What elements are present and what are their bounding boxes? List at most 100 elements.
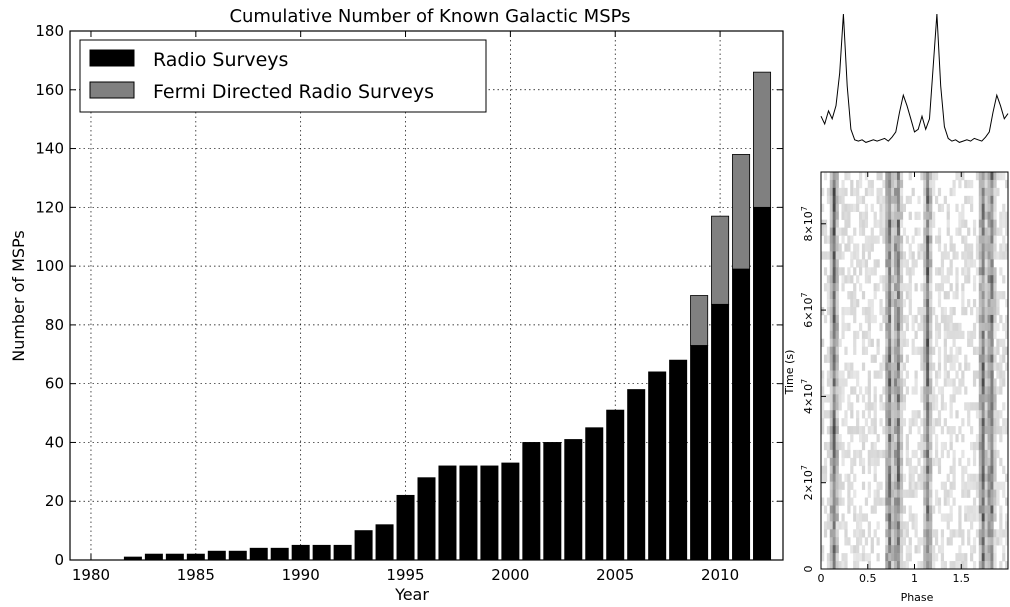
phaseogram-cell	[829, 402, 833, 411]
phaseogram-cell	[899, 545, 904, 554]
phaseogram-cell	[967, 267, 971, 276]
phaseogram-cell	[885, 434, 889, 443]
phaseogram-cell	[990, 299, 994, 308]
phaseogram-cell	[999, 513, 1003, 522]
phaseogram-cell	[987, 306, 991, 316]
phaseogram-cell	[867, 306, 871, 316]
phaseogram-cell	[999, 505, 1003, 514]
phaseogram-cell	[993, 211, 997, 220]
phaseogram-cell	[841, 386, 845, 395]
phaseogram-cell	[920, 362, 924, 371]
phaseogram-cell	[885, 481, 889, 490]
time-tick-exponent: 7	[800, 465, 809, 470]
bar-radio-surveys	[648, 371, 667, 561]
phaseogram-cell	[978, 537, 983, 546]
phaseogram-cell	[964, 489, 968, 498]
phaseogram-cell	[923, 513, 927, 522]
phaseogram-cell	[1005, 243, 1009, 252]
phaseogram-cell	[993, 410, 997, 419]
phaseogram-cell	[829, 386, 833, 395]
phaseogram-cell	[993, 513, 997, 522]
phaseogram-cell	[952, 187, 956, 197]
phaseogram-cell	[990, 481, 994, 490]
phaseogram-cell	[861, 195, 866, 205]
phaseogram-cell	[920, 473, 924, 482]
phaseogram-cell	[987, 441, 991, 451]
phaseogram-cell	[896, 386, 901, 395]
phaseogram-cell	[990, 473, 994, 482]
phaseogram-cell	[964, 251, 968, 260]
phaseogram-cell	[943, 489, 947, 498]
phaseogram-cell	[1005, 529, 1009, 538]
phaseogram-cell	[899, 251, 904, 260]
phaseogram-cell	[853, 203, 857, 212]
phaseogram-cell	[970, 195, 974, 205]
phaseogram-cell	[867, 267, 871, 276]
phaseogram-cell	[993, 489, 997, 498]
phaseogram-cell	[996, 418, 1000, 427]
phaseogram-cell	[864, 219, 869, 228]
phaseogram-cell	[990, 513, 994, 522]
bar-radio-surveys	[249, 547, 268, 561]
phaseogram-cell	[902, 251, 907, 260]
phaseogram-cell	[961, 529, 965, 538]
phaseogram-cell	[894, 481, 898, 490]
phaseogram-cell	[876, 259, 880, 268]
phaseogram-cell	[832, 172, 836, 181]
phaseogram-cell	[873, 386, 877, 395]
phaseogram-cell	[888, 553, 892, 562]
phaseogram-cell	[832, 267, 836, 276]
phaseogram-cell	[929, 457, 933, 467]
phaseogram-cell	[821, 203, 825, 212]
phaseogram-cell	[841, 187, 845, 197]
phaseogram-cell	[838, 497, 842, 506]
phaseogram-cell	[823, 441, 828, 451]
phaseogram-cell	[838, 370, 842, 379]
phaseogram-cell	[864, 267, 869, 276]
bar-fermi-surveys	[732, 154, 751, 270]
phaseogram-cell	[990, 537, 994, 546]
phaseogram-cell	[844, 529, 848, 538]
phaseogram-cell	[943, 378, 947, 387]
phaseogram-cell	[981, 418, 985, 427]
phaseogram-cell	[961, 203, 965, 212]
phaseogram-cell	[990, 449, 994, 459]
phaseogram-cell	[981, 473, 985, 482]
phaseogram-cell	[978, 489, 983, 498]
phaseogram-cell	[990, 227, 994, 236]
phaseogram-cell	[946, 314, 950, 324]
phaseogram-cell	[920, 561, 924, 570]
phaseogram-cell	[970, 513, 974, 522]
phaseogram-cell	[923, 362, 927, 371]
phaseogram-cell	[847, 203, 851, 212]
phaseogram-cell	[987, 497, 991, 506]
phaseogram-cell	[864, 211, 869, 220]
phaseogram-cell	[984, 561, 988, 570]
phaseogram-cell	[896, 219, 901, 228]
phaseogram-cell	[929, 259, 933, 268]
phaseogram-cell	[870, 426, 874, 435]
phaseogram-cell	[856, 299, 860, 308]
phaseogram-cell	[826, 291, 831, 300]
phaseogram-cell	[835, 354, 839, 363]
phaseogram-cell	[964, 195, 968, 205]
phaseogram-cell	[864, 314, 869, 324]
phaseogram-cell	[984, 473, 988, 482]
phaseogram-cell	[978, 410, 983, 419]
phaseogram-cell	[926, 402, 930, 411]
phaseogram-cell	[923, 402, 927, 411]
phaseogram-cell	[990, 410, 994, 419]
phaseogram-cell	[929, 465, 933, 475]
phaseogram-cell	[984, 537, 988, 546]
phaseogram-cell	[888, 243, 892, 252]
phaseogram-cell	[882, 362, 886, 371]
phaseogram-cell	[896, 545, 901, 554]
phaseogram-cell	[899, 481, 904, 490]
phaseogram-cell	[832, 457, 836, 467]
phaseogram-cell	[861, 553, 866, 562]
phaseogram-cell	[841, 457, 845, 467]
phaseogram-cell	[964, 553, 968, 562]
phaseogram-cell	[987, 410, 991, 419]
phaseogram-cell	[835, 259, 839, 268]
phaseogram-cell	[984, 386, 988, 395]
